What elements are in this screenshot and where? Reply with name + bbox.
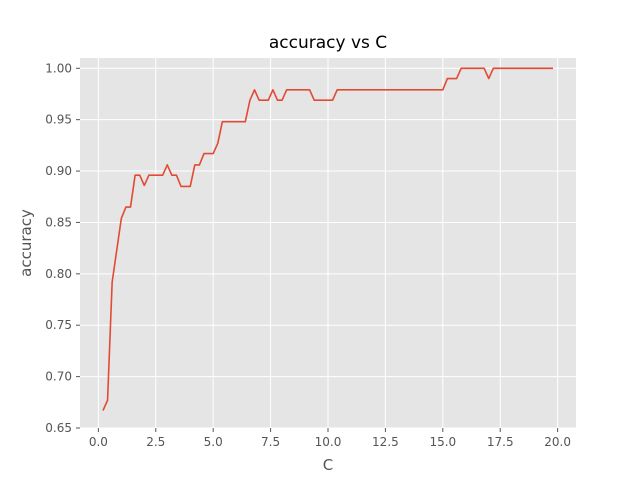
y-tick-label: 0.95 xyxy=(45,113,72,127)
x-tick-label: 2.5 xyxy=(146,435,165,449)
x-tick-label: 20.0 xyxy=(544,435,571,449)
x-tick-label: 7.5 xyxy=(261,435,280,449)
series-layer xyxy=(102,67,554,411)
x-tick-label: 17.5 xyxy=(487,435,514,449)
x-tick-label: 0.0 xyxy=(89,435,108,449)
y-tick-label: 0.65 xyxy=(45,421,72,435)
x-tick-label: 12.5 xyxy=(372,435,399,449)
y-tick-label: 0.80 xyxy=(45,267,72,281)
y-tick-label: 0.90 xyxy=(45,164,72,178)
y-axis-label: accuracy xyxy=(17,209,35,277)
chart-title: accuracy vs C xyxy=(269,33,387,53)
y-tick-label: 0.85 xyxy=(45,215,72,229)
y-tick-label: 0.70 xyxy=(45,370,72,384)
x-axis-label: C xyxy=(323,456,333,474)
series-line xyxy=(102,67,554,411)
x-tick-label: 10.0 xyxy=(315,435,342,449)
x-tick-label: 5.0 xyxy=(204,435,223,449)
y-tick-label: 1.00 xyxy=(45,61,72,75)
y-axis-ticks: 0.65 0.70 0.75 0.80 0.85 0.90 0.95 1.00 xyxy=(45,61,80,435)
x-axis-ticks: 0.0 2.5 5.0 7.5 10.0 12.5 15.0 17.5 20.0 xyxy=(89,428,571,449)
x-tick-label: 15.0 xyxy=(429,435,456,449)
y-tick-label: 0.75 xyxy=(45,318,72,332)
